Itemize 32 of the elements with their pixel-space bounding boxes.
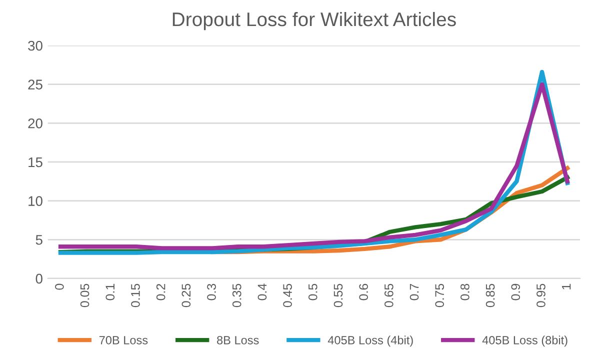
y-tick-label: 10: [28, 196, 42, 206]
x-tick-label: 0.85: [486, 284, 495, 308]
y-tick-label: 20: [28, 118, 42, 128]
x-tick-label: 0.15: [131, 284, 140, 308]
y-tick-label: 30: [28, 40, 42, 51]
x-tick-label: 0.95: [536, 284, 546, 308]
x-tick-label: 0.45: [283, 284, 292, 308]
x-tick-label: 0.6: [359, 284, 368, 300]
x-tick-label: 0.7: [410, 284, 419, 300]
x-tick-label: 0.55: [334, 284, 343, 308]
x-tick-label: 0.25: [182, 284, 191, 308]
legend-label: 405B Loss (8bit): [482, 336, 568, 347]
x-tick-label: 1: [562, 284, 571, 290]
x-tick-label: 0.75: [435, 284, 444, 308]
x-tick-label: 0.5: [308, 284, 318, 300]
legend-label: 405B Loss (4bit): [328, 336, 413, 347]
x-tick-label: 0.35: [232, 284, 242, 308]
x-tick-label: 0: [55, 284, 64, 290]
legend-label: 70B Loss: [99, 336, 148, 344]
y-tick-label: 5: [36, 235, 42, 245]
x-tick-label: 0.65: [384, 284, 394, 308]
x-tick-label: 0.2: [156, 284, 166, 300]
x-tick-label: 0.05: [80, 284, 90, 308]
y-tick-label: 15: [28, 157, 42, 168]
x-tick-label: 0.4: [258, 284, 267, 300]
x-tick-label: 0.9: [511, 284, 520, 300]
x-tick-label: 0.3: [207, 284, 216, 300]
chart-title: Dropout Loss for Wikitext Articles: [172, 12, 456, 30]
x-tick-label: 0.8: [460, 284, 470, 300]
y-tick-label: 25: [28, 80, 42, 90]
legend-label: 8B Loss: [217, 336, 259, 344]
x-tick-label: 0.1: [106, 284, 115, 300]
